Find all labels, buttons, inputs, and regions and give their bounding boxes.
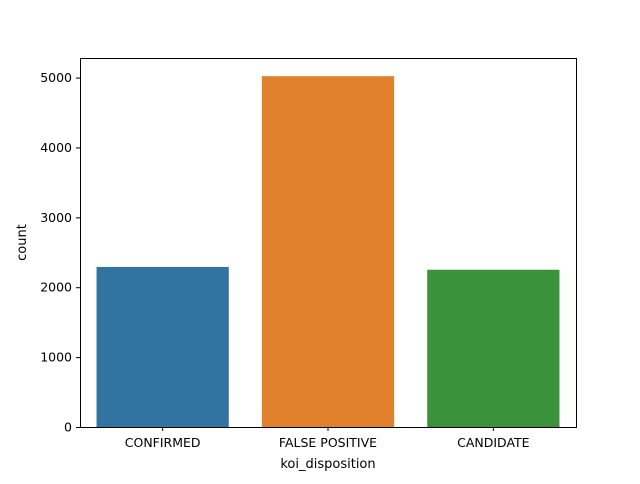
y-tick-label: 4000 xyxy=(40,140,72,155)
x-tick-label: CANDIDATE xyxy=(457,435,530,450)
x-tick-label: FALSE POSITIVE xyxy=(279,435,377,450)
x-axis-label: koi_disposition xyxy=(280,457,375,472)
bar-candidate xyxy=(427,269,560,427)
y-tick-label: 1000 xyxy=(40,350,72,365)
bar-false-positive xyxy=(261,76,395,427)
y-tick-label: 3000 xyxy=(40,210,72,225)
bars-layer xyxy=(96,76,560,427)
x-axis-ticks: CONFIRMED FALSE POSITIVE CANDIDATE xyxy=(125,427,530,450)
y-tick-label: 0 xyxy=(64,420,72,435)
y-tick-label: 5000 xyxy=(40,70,72,85)
bar-confirmed xyxy=(96,266,229,427)
y-axis-ticks: 0 1000 2000 3000 4000 5000 xyxy=(40,70,80,435)
y-tick-label: 2000 xyxy=(40,280,72,295)
plot-frame xyxy=(80,58,577,428)
y-axis-label: count xyxy=(15,224,30,261)
x-tick-label: CONFIRMED xyxy=(125,435,201,450)
